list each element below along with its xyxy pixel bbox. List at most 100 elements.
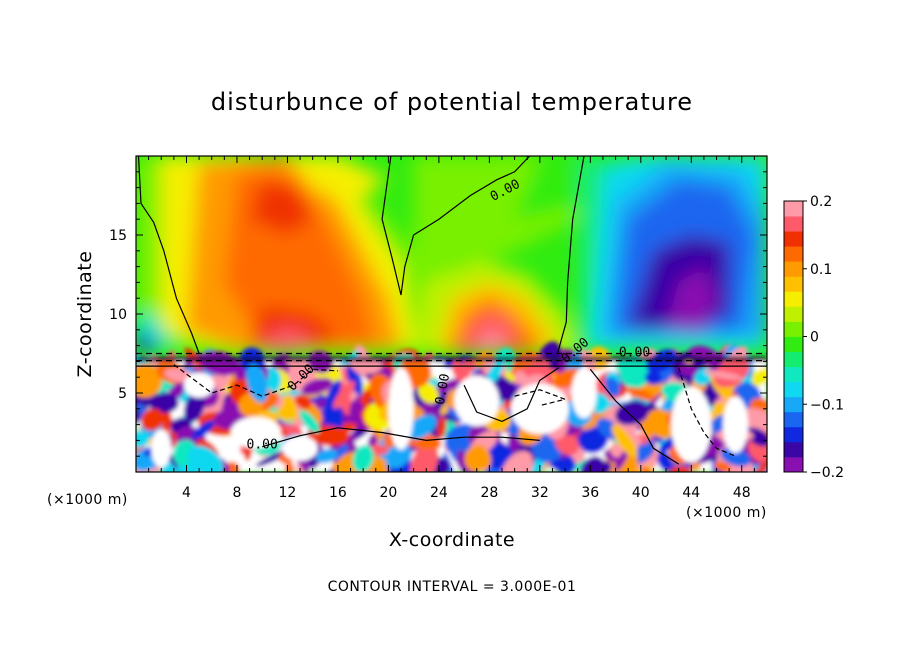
- y-tick-label: 10: [109, 307, 127, 323]
- lower-contour-3: [463, 367, 560, 423]
- lower-field-cell: [410, 442, 439, 472]
- colorbar-swatch: [784, 366, 803, 383]
- lower-field-white: [571, 367, 597, 419]
- colorbar-swatch: [784, 246, 803, 262]
- lower-field-cell: [187, 445, 224, 472]
- lower-field-white: [671, 386, 712, 463]
- lower-field-cell: [136, 430, 150, 448]
- lower-field-cell: [333, 380, 356, 409]
- colorbar-swatch: [784, 336, 803, 352]
- lower-field-cell: [191, 420, 216, 440]
- colorbar-swatch: [784, 201, 803, 217]
- colorbar-swatch: [784, 231, 803, 247]
- lower-contour-6: [514, 389, 568, 407]
- lower-field-cell: [615, 400, 649, 426]
- colorbar-swatch: [784, 291, 803, 307]
- colorbar: [783, 200, 804, 473]
- x-tick-label: 8: [232, 485, 241, 501]
- zero-contour-mid: [381, 156, 531, 296]
- lower-field-cell: [294, 394, 312, 409]
- lower-field-cell: [469, 444, 492, 471]
- lower-field-cell: [658, 437, 676, 455]
- colorbar-swatch: [784, 426, 803, 443]
- lower-field-cell: [595, 461, 612, 472]
- lower-field-white: [282, 435, 318, 461]
- colorbar-swatch: [784, 216, 803, 232]
- lower-field-white: [510, 383, 569, 435]
- colorbar-tick-label: 0.1: [810, 262, 832, 278]
- lower-field-cell: [323, 399, 344, 433]
- lower-field-cell: [334, 444, 349, 460]
- lower-field-cell: [417, 382, 439, 404]
- x-tick-label: 32: [531, 485, 549, 501]
- lower-field-cell: [346, 365, 361, 394]
- y-unit-label: (×1000 m): [47, 492, 128, 508]
- upper-field-region-4: [249, 179, 313, 235]
- x-tick-labels: 4 8 12 16 20 24 28 32 36 40 44 48: [182, 485, 751, 501]
- lower-field-cell: [349, 402, 364, 415]
- y-tick-labels: 5 10 15: [109, 228, 127, 402]
- lower-field-cell: [299, 410, 320, 434]
- x-axis-label: X-coordinate: [389, 529, 515, 551]
- y-axis-label: Z-coordinate: [74, 251, 96, 378]
- x-tick-label: 40: [632, 485, 650, 501]
- colorbar-tick-label: −0.1: [810, 397, 844, 413]
- lower-field-cell: [183, 391, 205, 423]
- x-tick-label: 48: [733, 485, 751, 501]
- plot-area: [136, 156, 767, 472]
- lower-contour-5: [678, 367, 736, 457]
- lower-contour-2: [262, 427, 540, 448]
- lower-field-cell: [301, 377, 333, 396]
- lower-field-white: [388, 367, 414, 450]
- lower-field-cell: [406, 414, 437, 440]
- lower-field-cell: [625, 387, 655, 401]
- colorbar-swatch: [784, 261, 803, 277]
- colorbar-swatch: [784, 441, 803, 458]
- x-tick-label: 20: [379, 485, 397, 501]
- colorbar-tick-label: −0.2: [810, 465, 844, 481]
- lower-layer-field: [136, 341, 767, 472]
- lower-contour-4: [589, 368, 680, 465]
- lower-field-cell: [645, 370, 662, 385]
- x-tick-label: 28: [480, 485, 498, 501]
- x-unit-label: (×1000 m): [686, 505, 767, 521]
- chart-title: disturbunce of potential temperature: [211, 88, 693, 116]
- y-tick-label: 5: [118, 386, 127, 402]
- colorbar-tick-labels: 0.2 0.1 0 −0.1 −0.2: [803, 194, 844, 481]
- lower-field-cell: [746, 427, 767, 447]
- upper-layer-field: [136, 156, 767, 352]
- lower-field-white: [183, 372, 215, 398]
- y-tick-label: 15: [109, 228, 127, 244]
- lower-field-white: [454, 375, 500, 427]
- interface-band: [136, 356, 767, 362]
- lower-field-cell: [415, 465, 425, 472]
- colorbar-swatch: [784, 411, 803, 428]
- x-tick-label: 16: [329, 485, 347, 501]
- colorbar-swatch: [784, 396, 803, 413]
- colorbar-swatch: [784, 456, 803, 473]
- x-tick-label: 12: [279, 485, 297, 501]
- contour-lines: [136, 156, 767, 465]
- lower-field-cell: [246, 364, 269, 403]
- lower-field-cell: [720, 447, 751, 467]
- lower-field-cell: [352, 444, 374, 472]
- x-tick-label: 44: [682, 485, 700, 501]
- upper-field-region-6: [262, 329, 313, 352]
- contour-interval-note: CONTOUR INTERVAL = 3.000E-01: [328, 579, 577, 595]
- lower-field-cell: [141, 408, 164, 431]
- lower-field-cell: [713, 357, 750, 388]
- lower-field-cell: [372, 462, 389, 472]
- x-tick-label: 36: [581, 485, 599, 501]
- x-tick-label: 24: [430, 485, 448, 501]
- lower-field-white: [722, 396, 749, 454]
- lower-field-cell: [691, 462, 701, 472]
- x-tick-label: 4: [182, 485, 191, 501]
- lower-field-cell: [500, 450, 534, 472]
- colorbar-swatch: [784, 321, 803, 337]
- lower-field-cell: [750, 456, 767, 472]
- upper-field-region-23: [136, 329, 162, 352]
- zero-contour-right: [556, 156, 585, 354]
- lower-field-white: [230, 416, 282, 449]
- lower-field-cell: [640, 466, 653, 472]
